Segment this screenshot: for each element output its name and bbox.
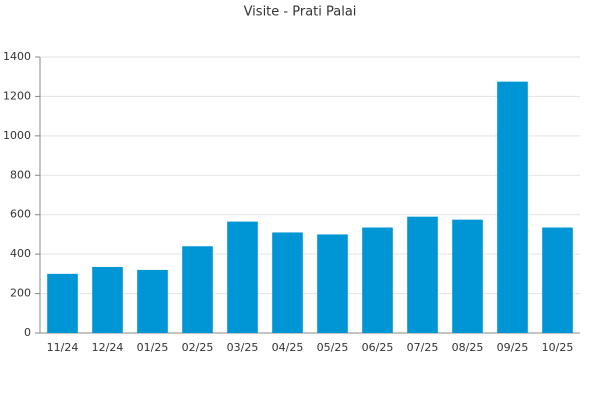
bar <box>542 227 573 333</box>
x-tick-label: 11/24 <box>47 341 79 354</box>
bar <box>497 81 528 334</box>
x-tick-label: 04/25 <box>272 341 304 354</box>
y-tick-label: 800 <box>10 168 31 181</box>
y-tick-label: 0 <box>24 326 31 339</box>
bar <box>47 273 78 333</box>
bar <box>272 232 303 333</box>
bar <box>182 246 213 333</box>
x-tick-label: 07/25 <box>407 341 439 354</box>
x-tick-label: 05/25 <box>317 341 349 354</box>
x-tick-label: 06/25 <box>362 341 394 354</box>
bar <box>92 266 123 333</box>
chart-title: Visite - Prati Palai <box>244 5 357 20</box>
y-tick-label: 1000 <box>3 129 31 142</box>
x-tick-label: 03/25 <box>227 341 259 354</box>
bar <box>362 227 393 333</box>
y-tick-label: 1200 <box>3 89 31 102</box>
x-tick-label: 10/25 <box>542 341 574 354</box>
bar <box>317 234 348 333</box>
x-tick-label: 08/25 <box>452 341 484 354</box>
y-tick-label: 400 <box>10 247 31 260</box>
y-tick-label: 600 <box>10 208 31 221</box>
x-tick-label: 12/24 <box>92 341 124 354</box>
bar <box>227 221 258 333</box>
bar <box>452 219 483 333</box>
x-tick-label: 02/25 <box>182 341 214 354</box>
y-tick-label: 200 <box>10 287 31 300</box>
x-tick-label: 09/25 <box>497 341 529 354</box>
bar <box>137 269 168 333</box>
y-tick-label: 1400 <box>3 50 31 63</box>
x-tick-label: 01/25 <box>137 341 169 354</box>
bar <box>407 216 438 333</box>
